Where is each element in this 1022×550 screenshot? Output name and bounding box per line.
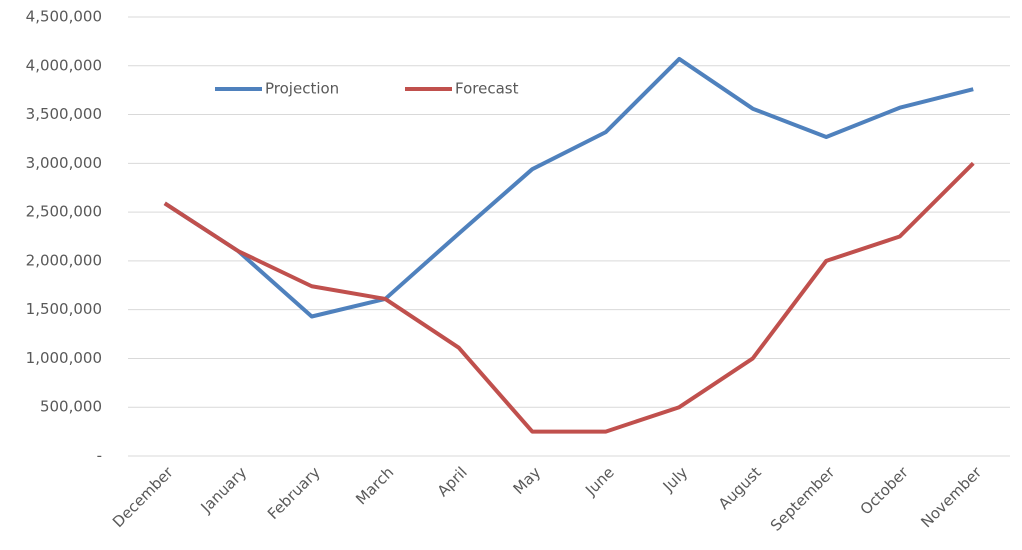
y-tick-label: 2,000,000: [26, 251, 102, 269]
y-tick-label: 3,000,000: [26, 154, 102, 172]
x-tick-label: February: [264, 463, 324, 523]
legend-label: Projection: [265, 80, 339, 98]
x-tick-label: October: [857, 463, 913, 519]
x-tick-label: January: [197, 463, 251, 517]
x-tick-label: May: [510, 463, 545, 498]
x-tick-label: June: [581, 463, 618, 500]
legend-label: Forecast: [455, 80, 519, 98]
x-tick-label: December: [109, 463, 177, 531]
y-tick-label: 1,500,000: [26, 300, 102, 318]
y-tick-label: 4,500,000: [26, 8, 102, 26]
x-tick-label: July: [659, 463, 692, 496]
y-tick-label: 2,500,000: [26, 203, 102, 221]
x-tick-label: November: [917, 463, 985, 531]
x-tick-label: March: [352, 463, 397, 508]
data-line: [163, 56, 974, 319]
data-line: [163, 161, 975, 434]
x-tick-label: August: [715, 463, 765, 513]
y-tick-label: 3,500,000: [26, 105, 102, 123]
x-tick-label: September: [767, 463, 839, 535]
y-tick-label: 500,000: [40, 398, 102, 416]
y-tick-label: 4,000,000: [26, 56, 102, 74]
y-tick-label: -: [97, 447, 102, 465]
x-tick-label: April: [434, 463, 471, 500]
y-tick-label: 1,000,000: [26, 349, 102, 367]
